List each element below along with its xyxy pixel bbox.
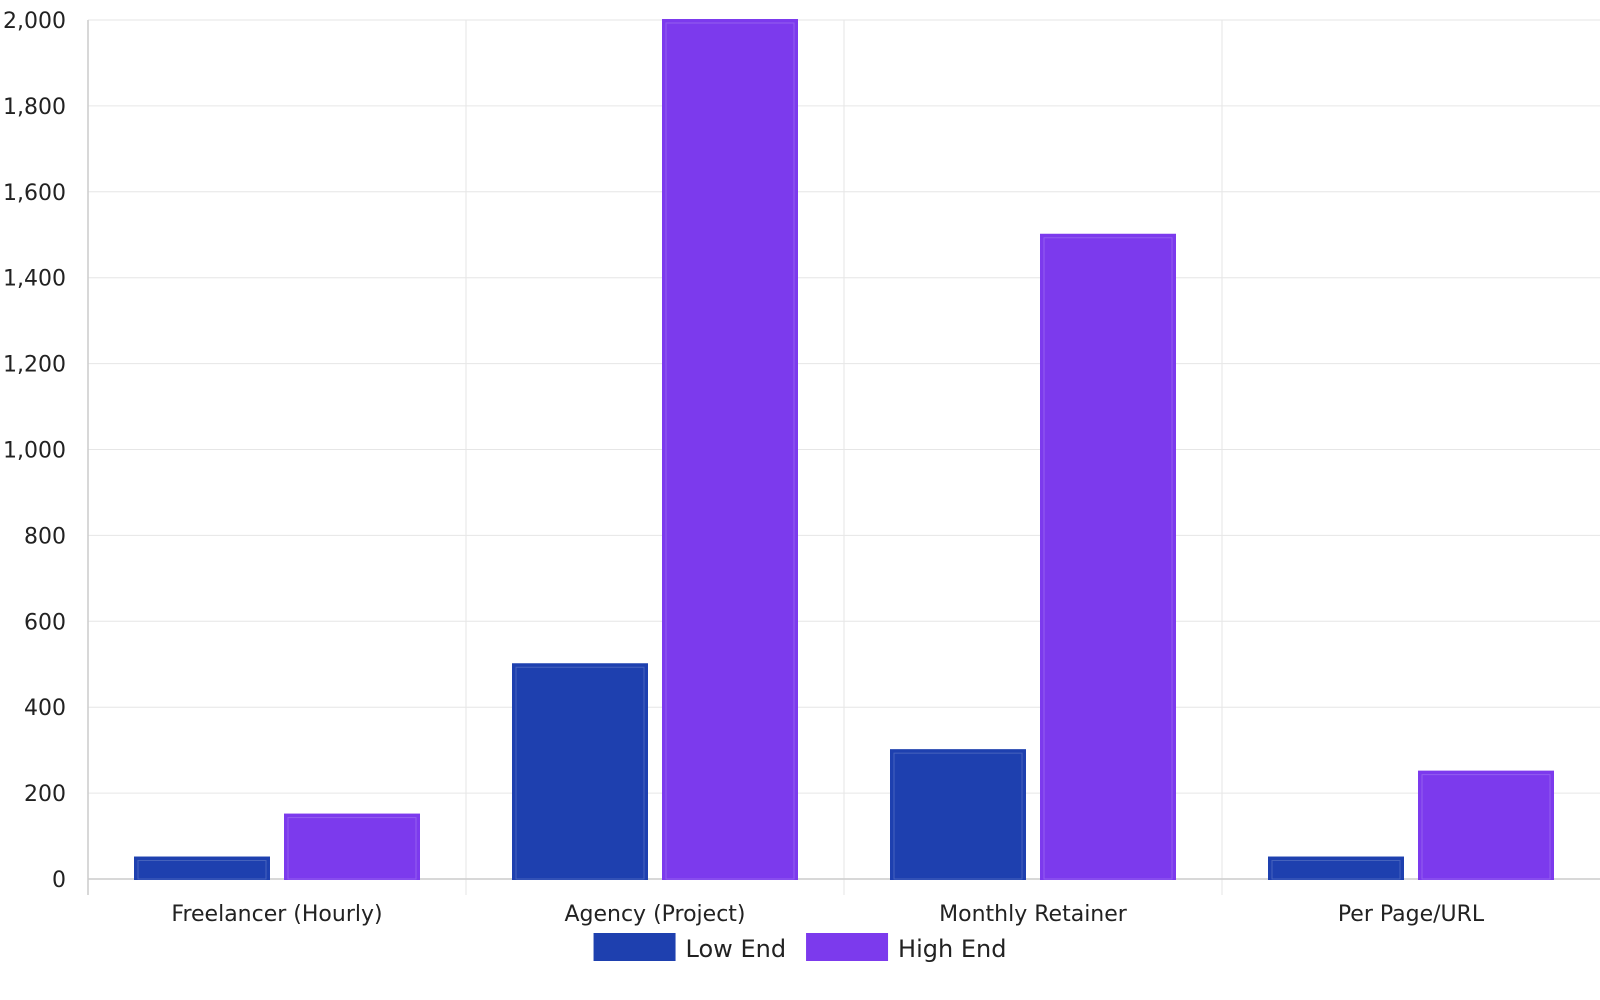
- legend-item-high-end[interactable]: High End: [806, 933, 1006, 963]
- bar-low-end[interactable]: [1268, 856, 1404, 881]
- bar-inner-highlight: [1421, 774, 1551, 880]
- y-tick-label: 1,600: [3, 181, 66, 206]
- y-axis-ticks: 0 200 400 600 800 1,000 1,200 1,400 1,600 1,800 2,…: [3, 9, 66, 893]
- y-tick-label: 1,000: [3, 439, 66, 464]
- chart-grid: [88, 19, 1600, 895]
- x-tick-label: Agency (Project): [564, 902, 745, 927]
- y-tick-label: 600: [24, 610, 66, 635]
- bar-inner-highlight: [287, 817, 417, 880]
- y-tick-label: 1,400: [3, 267, 66, 292]
- bar-low-end[interactable]: [134, 856, 270, 881]
- bar-low-end[interactable]: [890, 749, 1026, 881]
- y-tick-label: 400: [24, 696, 66, 721]
- bar-inner-highlight: [1271, 860, 1401, 880]
- bar-inner-highlight: [893, 752, 1023, 880]
- y-tick-label: 800: [24, 524, 66, 549]
- chart-legend[interactable]: Low End High End: [593, 933, 1007, 963]
- x-axis-ticks: Freelancer (Hourly) Agency (Project) Month…: [171, 902, 1485, 927]
- y-tick-label: 1,800: [3, 95, 66, 120]
- legend-item-low-end[interactable]: Low End: [593, 933, 787, 963]
- legend-swatch: [593, 933, 676, 961]
- bar-inner-highlight: [665, 22, 795, 880]
- bar-inner-highlight: [515, 666, 645, 880]
- x-tick-label: Per Page/URL: [1338, 902, 1485, 927]
- y-tick-label: 1,200: [3, 353, 66, 378]
- legend-label: Low End: [686, 935, 787, 963]
- y-tick-label: 2,000: [3, 9, 66, 34]
- bar-low-end[interactable]: [512, 663, 648, 880]
- x-tick-label: Monthly Retainer: [939, 902, 1128, 927]
- bar-high-end[interactable]: [284, 813, 420, 881]
- bar-inner-highlight: [1043, 237, 1173, 880]
- bar-high-end[interactable]: [1040, 233, 1176, 880]
- y-tick-label: 200: [24, 782, 66, 807]
- legend-swatch: [806, 933, 889, 961]
- chart-bars: [134, 19, 1554, 881]
- bar-high-end[interactable]: [1418, 770, 1554, 880]
- y-tick-label: 0: [52, 868, 66, 893]
- bar-high-end[interactable]: [662, 19, 798, 880]
- bar-inner-highlight: [137, 860, 267, 880]
- x-tick-label: Freelancer (Hourly): [171, 902, 382, 927]
- legend-label: High End: [898, 935, 1006, 963]
